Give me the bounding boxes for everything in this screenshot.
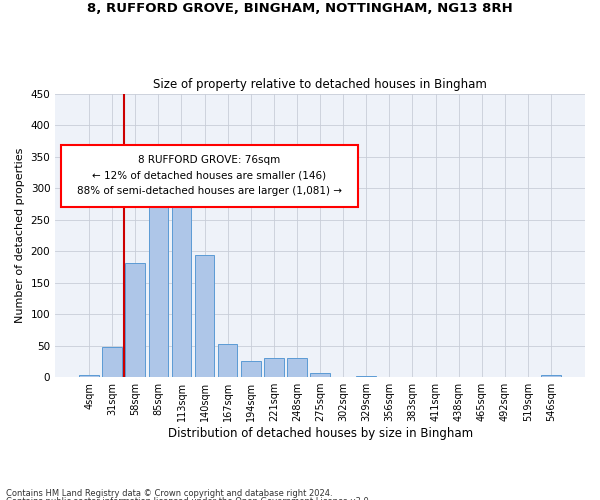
Text: 8, RUFFORD GROVE, BINGHAM, NOTTINGHAM, NG13 8RH: 8, RUFFORD GROVE, BINGHAM, NOTTINGHAM, N… — [87, 2, 513, 16]
Text: Contains HM Land Registry data © Crown copyright and database right 2024.: Contains HM Land Registry data © Crown c… — [6, 488, 332, 498]
Title: Size of property relative to detached houses in Bingham: Size of property relative to detached ho… — [153, 78, 487, 91]
Bar — [172, 164, 191, 377]
Text: 8 RUFFORD GROVE: 76sqm
← 12% of detached houses are smaller (146)
88% of semi-de: 8 RUFFORD GROVE: 76sqm ← 12% of detached… — [77, 155, 342, 196]
Bar — [241, 360, 260, 377]
Bar — [103, 347, 122, 377]
Y-axis label: Number of detached properties: Number of detached properties — [15, 148, 25, 323]
Bar — [218, 344, 238, 377]
Bar — [149, 148, 168, 377]
Bar — [264, 358, 284, 377]
Bar — [125, 263, 145, 377]
Bar — [195, 256, 214, 377]
X-axis label: Distribution of detached houses by size in Bingham: Distribution of detached houses by size … — [167, 427, 473, 440]
Text: Contains public sector information licensed under the Open Government Licence v3: Contains public sector information licen… — [6, 498, 371, 500]
Bar — [79, 375, 99, 377]
Bar — [541, 375, 561, 377]
Bar — [356, 376, 376, 377]
Bar — [310, 374, 330, 377]
Bar — [287, 358, 307, 377]
